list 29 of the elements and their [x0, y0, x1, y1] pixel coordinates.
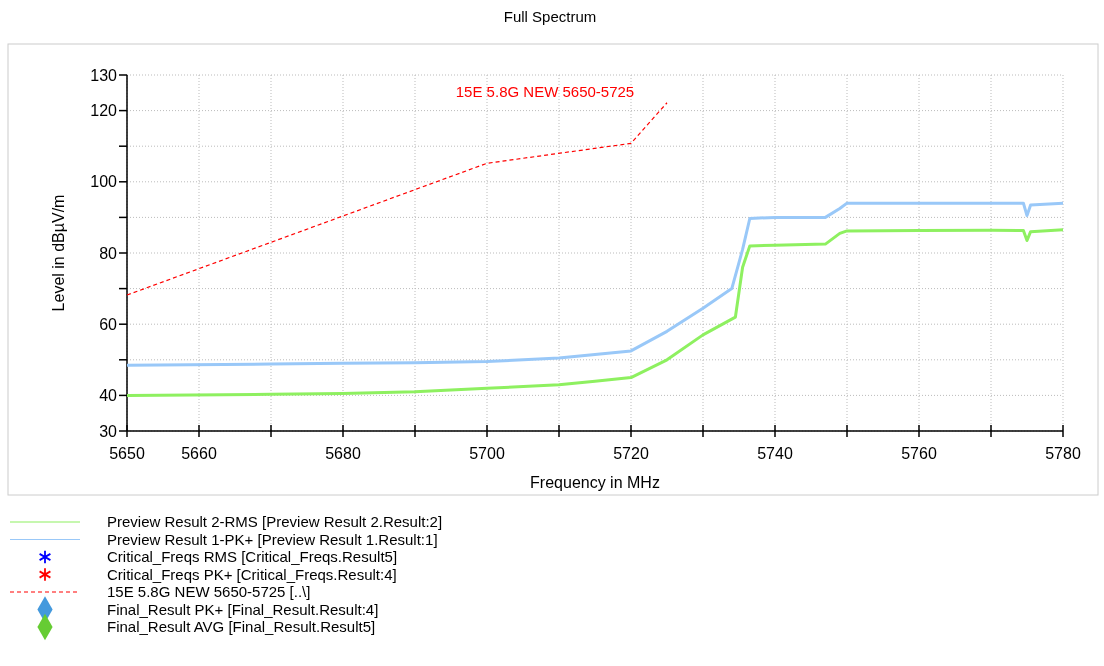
line-series [125, 201, 1065, 367]
y-tick-label: 40 [99, 387, 118, 404]
y-tick-label: 100 [90, 173, 118, 191]
chart-title: Full Spectrum [503, 8, 597, 25]
x-tick-label: 5680 [325, 445, 361, 462]
y-tick-label: 130 [90, 66, 118, 84]
y-axis-title: Level in dBµV/m [50, 194, 67, 312]
y-tick-label: 30 [99, 422, 118, 440]
x-tick-label: 5660 [181, 445, 217, 462]
text: Critical_Freqs PK+ [Critical_Freqs.Result:4] [107, 565, 397, 583]
annotation: 15E 5.8G NEW 5650-5725 [455, 83, 635, 100]
x-tick-label: 5740 [757, 445, 793, 462]
x-tick-label: 5780 [1045, 445, 1081, 462]
x-tick-label: 5760 [901, 445, 937, 462]
legend-label: Preview Result 2-RMS [Preview Result 2.Result:2] [107, 513, 443, 530]
text: Final_Result AVG [Final_Result.Result5] [107, 618, 376, 635]
line-series [126, 102, 668, 296]
text: Final_Result PK+ [Final_Result.Result:4] [107, 600, 379, 618]
x-tick-label: 5700 [469, 445, 505, 462]
legend-label: 15E 5.8G NEW 5650-5725 [..\] [107, 583, 311, 600]
text: Critical_Freqs RMS [Critical_Freqs.Result5] [107, 548, 398, 565]
y-tick-label: 80 [99, 244, 118, 262]
x-tick-label: 5720 [613, 445, 649, 462]
line-series [125, 228, 1065, 397]
y-tick-label: 120 [90, 102, 118, 120]
legend-label: Preview Result 1-PK+ [Preview Result 1.Result:1] [107, 530, 438, 548]
x-axis-title: Frequency in MHz [530, 474, 660, 491]
x-tick-label: 5650 [109, 445, 145, 462]
y-tick-label: 60 [99, 315, 118, 333]
